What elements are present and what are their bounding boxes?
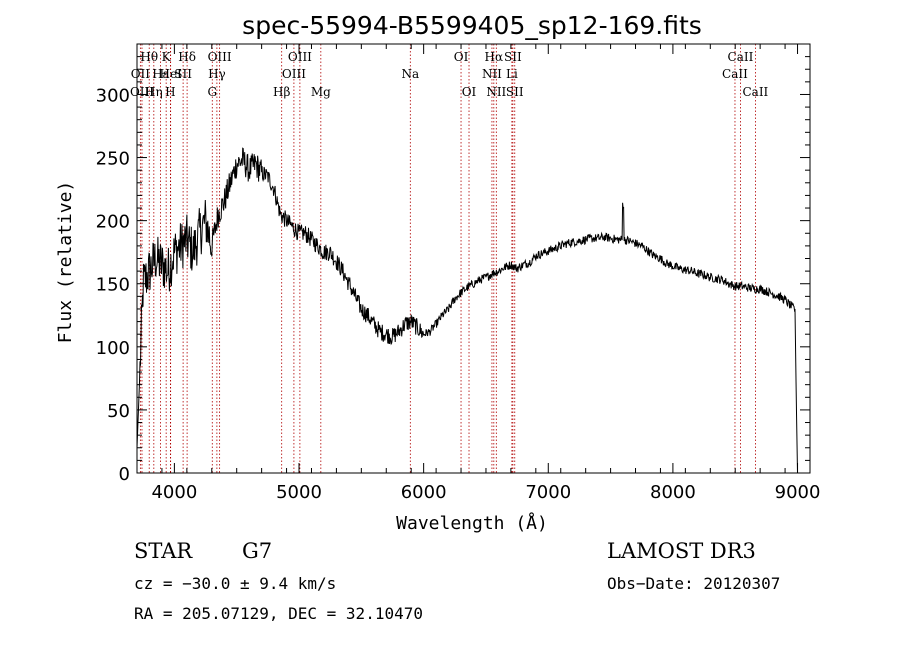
emission-line-label: NII — [482, 67, 502, 81]
emission-line-label: H — [165, 85, 175, 99]
emission-line-label: Mg — [311, 85, 331, 99]
emission-line-label: Na — [401, 67, 419, 81]
y-tick-label: 200 — [96, 212, 130, 233]
emission-line-label: SII — [504, 50, 522, 64]
emission-line-label: OIII — [282, 67, 306, 81]
y-axis-label: Flux (relative) — [55, 181, 76, 344]
emission-line-label: HeI — [159, 67, 182, 81]
object-class: STAR — [134, 539, 193, 563]
y-tick-label: 250 — [96, 149, 130, 170]
emission-line-label: Hγ — [208, 67, 226, 81]
emission-line-label: OI — [462, 85, 477, 99]
coordinates: RA = 205.07129, DEC = 32.10470 — [134, 604, 423, 623]
emission-line-markers — [139, 44, 756, 473]
y-tick-label: 100 — [96, 338, 130, 359]
chart-title: spec-55994-B5599405_sp12-169.fits — [242, 11, 702, 40]
x-tick-label: 8000 — [650, 482, 696, 503]
redshift-velocity: cz = −30.0 ± 9.4 km/s — [134, 574, 337, 593]
emission-line-label: CaII — [722, 67, 748, 81]
x-tick-label: 7000 — [525, 482, 571, 503]
emission-line-label: OII — [131, 67, 151, 81]
object-subclass: G7 — [242, 539, 273, 563]
x-tick-label: 9000 — [775, 482, 821, 503]
y-tick-label: 0 — [119, 464, 130, 485]
x-axis-label: Wavelength (Å) — [396, 512, 548, 534]
survey-name: LAMOST DR3 — [607, 539, 756, 563]
emission-line-label: OIII — [288, 50, 312, 64]
emission-line-labels: Hθ OII OIII K Hε Hη HeI H Hδ SII OIII Hγ G Hβ OIII OIII… — [130, 50, 769, 99]
emission-line-label: OI — [454, 50, 469, 64]
emission-line-label: Hη — [145, 85, 163, 99]
emission-line-label: Hβ — [273, 85, 290, 99]
x-tick-label: 4000 — [151, 482, 197, 503]
emission-line-label: Hδ — [178, 50, 196, 64]
y-tick-label: 150 — [96, 275, 130, 296]
x-tick-label: 5000 — [276, 482, 322, 503]
emission-line-label: OIII — [130, 85, 154, 99]
emission-line-label: CaII — [742, 85, 768, 99]
y-tick-label: 300 — [96, 85, 130, 106]
x-tick-label: 6000 — [401, 482, 447, 503]
emission-line-label: Hθ — [140, 50, 158, 64]
spectrum-series — [136, 147, 798, 474]
emission-line-label: SII — [506, 85, 524, 99]
emission-line-label: CaII — [728, 50, 754, 64]
plot-frame — [136, 43, 811, 474]
observation-date: Obs−Date: 20120307 — [607, 574, 781, 593]
emission-line-label: OIII — [208, 50, 232, 64]
spectrum-line — [136, 147, 798, 474]
emission-line-label: Hε — [152, 67, 169, 81]
emission-line-label: K — [162, 50, 172, 64]
emission-line-label: G — [207, 85, 217, 99]
y-tick-label: 50 — [107, 401, 130, 422]
axis-ticks: 4000 5000 6000 7000 8000 9000 0 50 100 150 200 250 3… — [96, 44, 821, 503]
emission-line-label: SII — [174, 67, 192, 81]
emission-line-label: Li — [506, 67, 518, 81]
emission-line-label: NII — [486, 85, 506, 99]
emission-line-label: Hα — [485, 50, 504, 64]
